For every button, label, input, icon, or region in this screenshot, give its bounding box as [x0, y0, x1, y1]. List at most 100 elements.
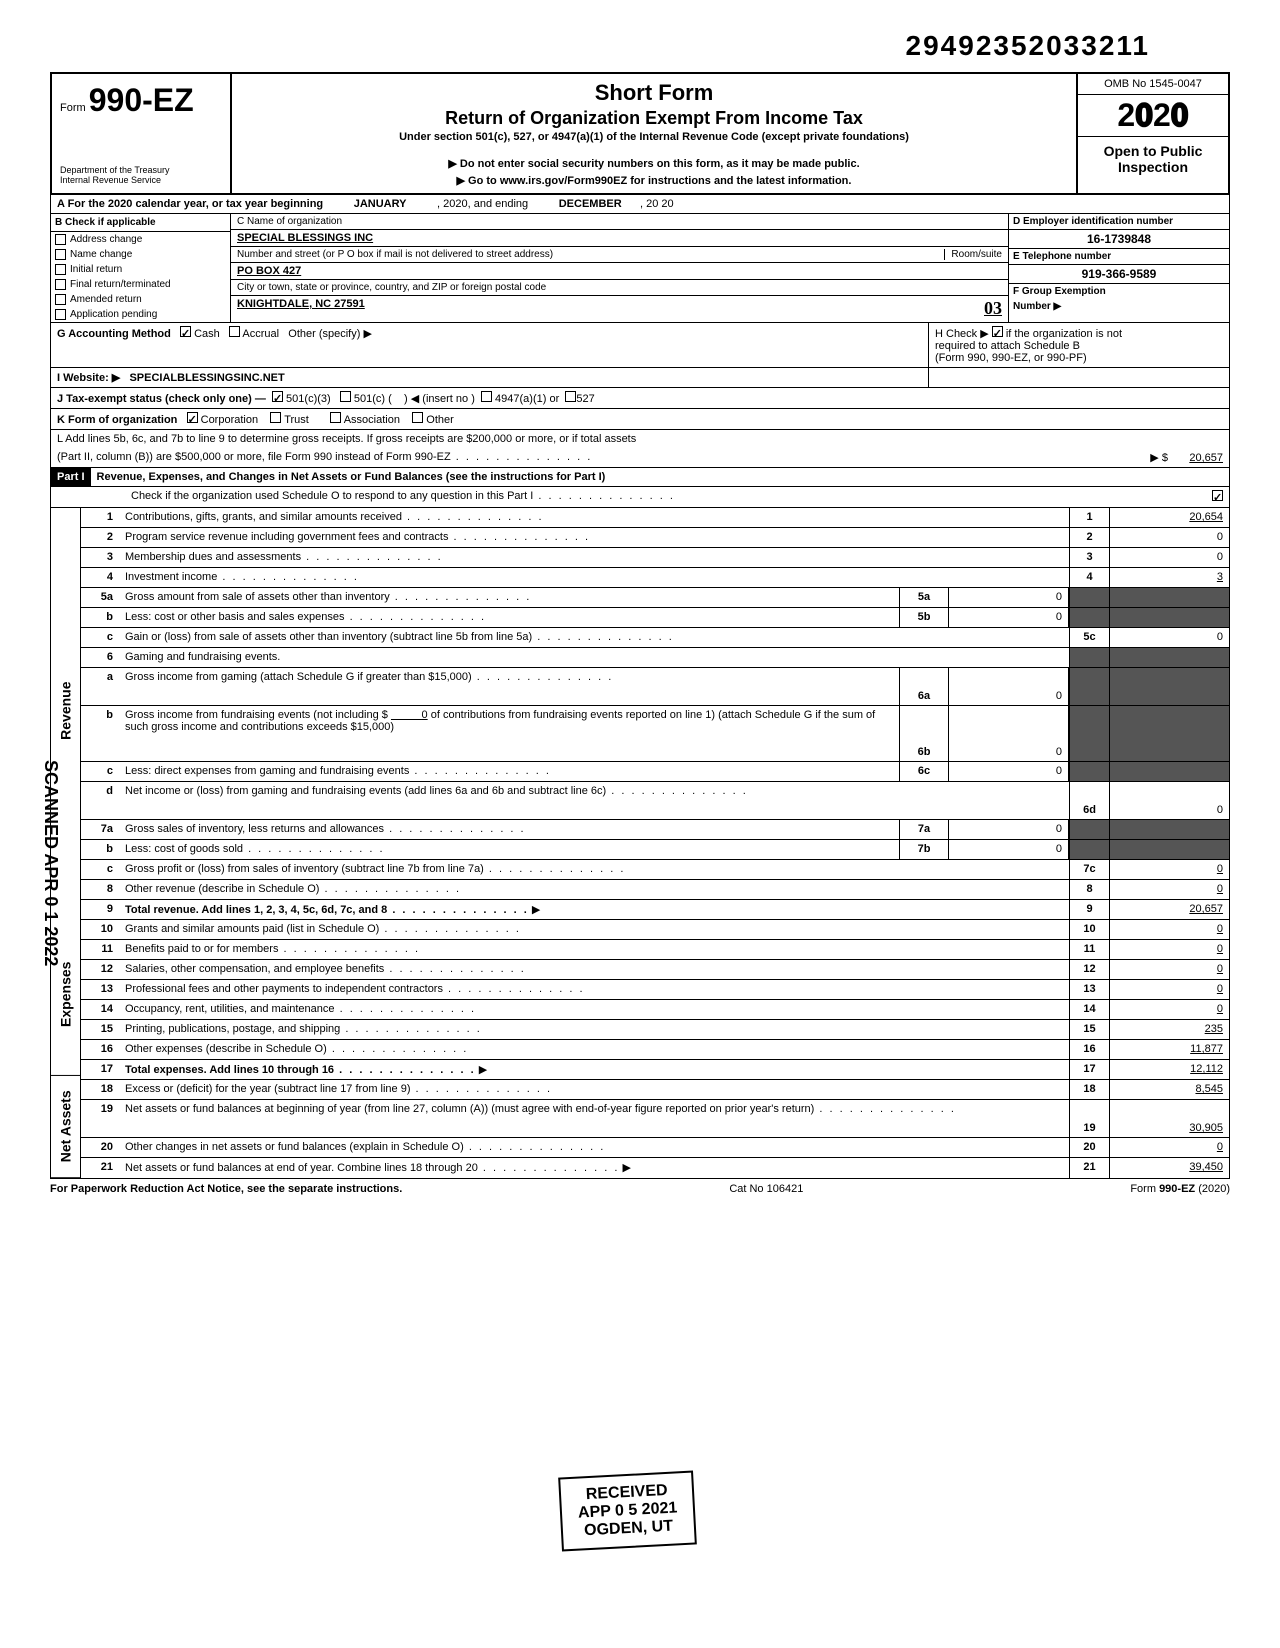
line-11-desc: Benefits paid to or for members: [121, 940, 1069, 959]
section-bcdef: B Check if applicable Address change Nam…: [50, 214, 1230, 323]
h-text3: required to attach Schedule B: [935, 340, 1080, 352]
dept-irs: Internal Revenue Service: [60, 175, 222, 185]
line-7b-amt: 0: [949, 840, 1069, 859]
chk-accrual[interactable]: [229, 326, 240, 337]
line-2-desc: Program service revenue including govern…: [121, 528, 1069, 547]
chk-trust[interactable]: [270, 412, 281, 423]
line-5b-amt: 0: [949, 608, 1069, 627]
document-id: 29492352033211: [50, 30, 1230, 62]
open-public-1: Open to Public: [1080, 143, 1226, 159]
chk-501c[interactable]: [340, 391, 351, 402]
line-20-desc: Other changes in net assets or fund bala…: [121, 1138, 1069, 1157]
line-6-desc: Gaming and fundraising events.: [121, 648, 1069, 667]
line-19-amt: 30,905: [1109, 1100, 1229, 1137]
line-15-amt: 235: [1109, 1020, 1229, 1039]
line-12-desc: Salaries, other compensation, and employ…: [121, 960, 1069, 979]
line-8-desc: Other revenue (describe in Schedule O): [121, 880, 1069, 899]
row-a-mid: , 2020, and ending: [437, 198, 528, 210]
group-number-label: Number ▶: [1013, 301, 1061, 312]
col-c: C Name of organization SPECIAL BLESSINGS…: [231, 214, 1009, 322]
line-18-amt: 8,545: [1109, 1080, 1229, 1099]
form-title-sub: Under section 501(c), 527, or 4947(a)(1)…: [242, 131, 1066, 143]
dept-treasury: Department of the Treasury: [60, 165, 222, 175]
line-20-amt: 0: [1109, 1138, 1229, 1157]
line-14-desc: Occupancy, rent, utilities, and maintena…: [121, 1000, 1069, 1019]
tax-status-label: J Tax-exempt status (check only one) —: [57, 393, 266, 405]
line-12-amt: 0: [1109, 960, 1229, 979]
line-21-desc: Net assets or fund balances at end of ye…: [125, 1162, 619, 1174]
omb-number: OMB No 1545-0047: [1078, 74, 1228, 95]
chk-pending[interactable]: [55, 309, 66, 320]
line-17-desc: Total expenses. Add lines 10 through 16: [125, 1064, 476, 1076]
lbl-initial-return: Initial return: [70, 264, 122, 275]
line-8-amt: 0: [1109, 880, 1229, 899]
h-text2: if the organization is not: [1006, 328, 1122, 340]
tel-value: 919-366-9589: [1009, 265, 1229, 284]
line-2-amt: 0: [1109, 528, 1229, 547]
line-6b-desc1: Gross income from fundraising events (no…: [125, 709, 388, 721]
open-public-2: Inspection: [1080, 159, 1226, 175]
chk-schedule-b[interactable]: ✓: [992, 326, 1003, 337]
line-18-desc: Excess or (deficit) for the year (subtra…: [121, 1080, 1069, 1099]
form-header: Form 990-EZ Department of the Treasury I…: [50, 72, 1230, 195]
line-4-amt: 3: [1109, 568, 1229, 587]
chk-final-return[interactable]: [55, 279, 66, 290]
gross-receipts: 20,657: [1189, 452, 1223, 464]
org-name: SPECIAL BLESSINGS INC: [231, 230, 1008, 247]
line-6d-amt: 0: [1109, 782, 1229, 819]
line-16-desc: Other expenses (describe in Schedule O): [121, 1040, 1069, 1059]
lbl-corp: Corporation: [201, 414, 258, 426]
line-14-amt: 0: [1109, 1000, 1229, 1019]
chk-corporation[interactable]: ✓: [187, 412, 198, 423]
line-9-desc: Total revenue. Add lines 1, 2, 3, 4, 5c,…: [125, 904, 529, 916]
line-11-amt: 0: [1109, 940, 1229, 959]
part1-header-row: Part I Revenue, Expenses, and Changes in…: [50, 468, 1230, 487]
chk-address-change[interactable]: [55, 234, 66, 245]
line-7a-desc: Gross sales of inventory, less returns a…: [121, 820, 899, 839]
row-l-text1: L Add lines 5b, 6c, and 7b to line 9 to …: [51, 430, 1229, 448]
line-6b-amt: 0: [949, 706, 1069, 761]
part1-sub-row: Check if the organization used Schedule …: [50, 487, 1230, 508]
lbl-other-method: Other (specify) ▶: [288, 328, 372, 340]
chk-amended[interactable]: [55, 294, 66, 305]
form-number: 990-EZ: [89, 82, 194, 118]
line-1-amt: 20,654: [1109, 508, 1229, 527]
org-name-label: C Name of organization: [231, 214, 1008, 230]
page-footer: For Paperwork Reduction Act Notice, see …: [50, 1179, 1230, 1199]
line-16-amt: 11,877: [1109, 1040, 1229, 1059]
lbl-name-change: Name change: [70, 249, 132, 260]
chk-other-org[interactable]: [412, 412, 423, 423]
lbl-pending: Application pending: [70, 309, 157, 320]
lbl-address-change: Address change: [70, 234, 142, 245]
row-j: J Tax-exempt status (check only one) — ✓…: [50, 388, 1230, 409]
tax-year-end-month: DECEMBER: [559, 198, 622, 210]
chk-cash[interactable]: ✓: [180, 326, 191, 337]
chk-527[interactable]: [565, 391, 576, 402]
chk-association[interactable]: [330, 412, 341, 423]
side-net-assets: Net Assets: [51, 1076, 80, 1178]
chk-schedule-o[interactable]: ✓: [1212, 490, 1223, 501]
city-label: City or town, state or province, country…: [231, 280, 1008, 296]
col-b: B Check if applicable Address change Nam…: [51, 214, 231, 322]
line-6a-desc: Gross income from gaming (attach Schedul…: [121, 668, 899, 705]
line-15-desc: Printing, publications, postage, and shi…: [121, 1020, 1069, 1039]
chk-initial-return[interactable]: [55, 264, 66, 275]
form-instr-ssn: ▶ Do not enter social security numbers o…: [242, 157, 1066, 170]
room-label: Room/suite: [944, 249, 1002, 260]
lbl-other-org: Other: [426, 414, 454, 426]
line-7b-desc: Less: cost of goods sold: [121, 840, 899, 859]
website-label: I Website: ▶: [57, 372, 120, 384]
chk-name-change[interactable]: [55, 249, 66, 260]
org-city: KNIGHTDALE, NC 27591: [237, 298, 365, 319]
chk-501c3[interactable]: ✓: [272, 391, 283, 402]
org-address: PO BOX 427: [231, 263, 1008, 280]
row-gh: G Accounting Method ✓ Cash Accrual Other…: [50, 323, 1230, 368]
received-stamp: RECEIVED APP 0 5 2021 OGDEN, UT: [558, 1471, 697, 1552]
h-text4: (Form 990, 990-EZ, or 990-PF): [935, 352, 1087, 364]
stamp-location: OGDEN, UT: [579, 1517, 679, 1540]
line-5a-desc: Gross amount from sale of assets other t…: [121, 588, 899, 607]
form-prefix: Form: [60, 102, 86, 114]
chk-4947[interactable]: [481, 391, 492, 402]
form-instr-url: ▶ Go to www.irs.gov/Form990EZ for instru…: [242, 174, 1066, 187]
tax-year-end: , 20 20: [640, 198, 674, 210]
